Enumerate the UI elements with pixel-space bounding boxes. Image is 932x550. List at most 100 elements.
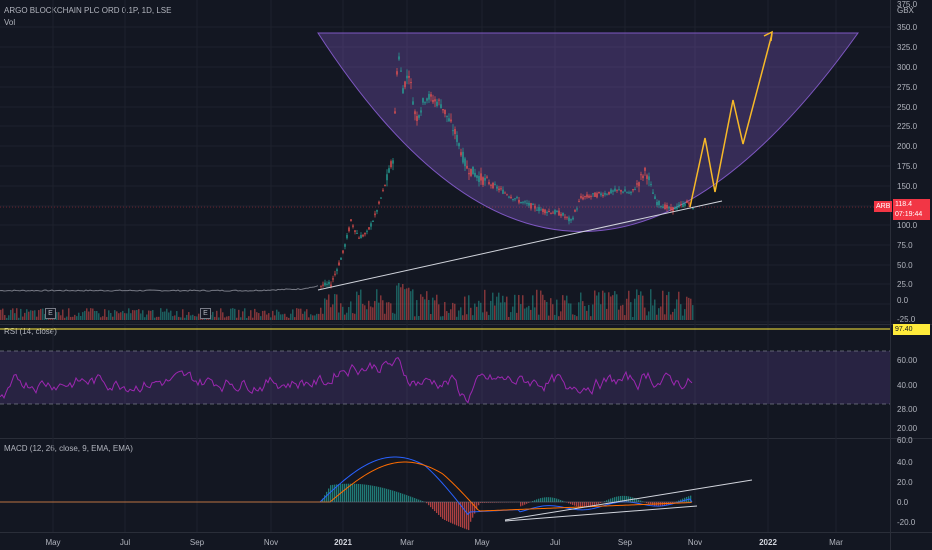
price-axis[interactable]: 375.0 GBX 350.0 325.0 300.0 275.0 250.0 225.0…: [890, 0, 932, 550]
candle: [416, 116, 418, 122]
volume-bar: [340, 303, 342, 320]
volume-bar: [402, 284, 404, 320]
volume-bar: [500, 302, 502, 320]
candle: [604, 193, 606, 195]
macd-histogram-bar: [456, 502, 458, 526]
volume-bar: [60, 315, 62, 320]
rsi-label[interactable]: RSI (14, close): [4, 327, 57, 336]
macd-histogram-bar: [502, 502, 504, 503]
volume-bar: [484, 289, 486, 320]
time-axis-label: May: [45, 538, 61, 547]
candle: [460, 152, 462, 156]
time-axis-label: Jul: [549, 538, 561, 547]
volume-bar: [478, 300, 480, 320]
volume-bar: [258, 313, 260, 320]
macd-histogram-bar: [540, 498, 542, 502]
macd-histogram-bar: [652, 502, 654, 506]
chart-title[interactable]: ARGO BLOCKCHAIN PLC ORD 0.1P, 1D, LSE: [4, 6, 172, 15]
macd-histogram-bar: [392, 490, 394, 502]
pane-separator-macd[interactable]: [0, 438, 932, 439]
macd-histogram-bar: [426, 502, 428, 504]
candle: [466, 165, 468, 169]
candle: [414, 111, 416, 115]
volume-bar: [82, 312, 84, 320]
volume-bar: [458, 310, 460, 320]
earnings-marker[interactable]: E: [200, 308, 211, 319]
volume-bar: [422, 296, 424, 320]
volume-label[interactable]: Vol: [4, 18, 16, 27]
candle: [630, 191, 632, 194]
time-axis-label: 2021: [334, 538, 352, 547]
volume-bar: [190, 315, 192, 320]
volume-bar: [522, 295, 524, 320]
candle: [350, 219, 352, 222]
volume-bar: [518, 294, 520, 320]
earnings-marker[interactable]: E: [45, 308, 56, 319]
candle: [508, 196, 510, 198]
pane-separator-rsi[interactable]: [0, 324, 932, 325]
price-tick: 25.0: [897, 280, 913, 289]
candle: [448, 118, 450, 122]
volume-bar: [88, 311, 90, 320]
rsi-line: [0, 357, 693, 404]
chart-canvas[interactable]: [0, 0, 890, 532]
macd-histogram-bar: [522, 502, 524, 506]
candle: [474, 172, 476, 177]
volume-bar: [316, 313, 318, 320]
volume-bar: [542, 294, 544, 320]
candle: [598, 191, 600, 194]
volume-bar: [358, 295, 360, 320]
macd-histogram-bar: [412, 497, 414, 502]
price-axis-top-label: 375.0: [897, 0, 918, 9]
volume-bar: [194, 316, 196, 320]
volume-bar: [570, 303, 572, 320]
volume-bar: [686, 296, 688, 320]
candle: [376, 210, 378, 212]
volume-bar: [240, 317, 242, 320]
rsi-tick: 28.00: [897, 405, 918, 414]
macd-histogram-bar: [600, 502, 602, 504]
candle: [410, 81, 412, 84]
volume-bar: [400, 287, 402, 320]
macd-histogram-bar: [578, 502, 580, 507]
volume-bar: [350, 301, 352, 320]
macd-histogram-bar: [490, 502, 492, 503]
candle: [572, 217, 574, 220]
candle: [584, 196, 586, 198]
candle: [400, 70, 402, 72]
volume-bar: [378, 302, 380, 320]
candle: [646, 175, 648, 179]
volume-bar: [280, 314, 282, 320]
macd-histogram-bar: [496, 502, 498, 503]
macd-histogram-bar: [618, 496, 620, 502]
volume-bar: [78, 312, 80, 320]
symbol-badge: ARB: [874, 201, 893, 212]
volume-bar: [690, 298, 692, 320]
macd-histogram-bar: [428, 502, 430, 506]
macd-histogram-bar: [556, 498, 558, 502]
candle: [672, 207, 674, 212]
volume-bar: [528, 305, 530, 320]
candle: [616, 189, 618, 191]
candle: [398, 56, 400, 60]
volume-bar: [2, 308, 4, 320]
candle: [360, 234, 362, 239]
volume-bar: [160, 308, 162, 320]
macd-histogram-bar: [376, 486, 378, 502]
macd-label[interactable]: MACD (12, 26, close, 9, EMA, EMA): [4, 444, 133, 453]
candle: [518, 199, 520, 203]
volume-bar: [212, 311, 214, 320]
volume-bar: [356, 291, 358, 320]
volume-bar: [104, 309, 106, 320]
macd-histogram-bar: [408, 495, 410, 502]
macd-histogram-bar: [682, 498, 684, 502]
candle: [442, 109, 444, 111]
candle: [618, 189, 620, 191]
candle: [626, 192, 628, 194]
macd-histogram-bar: [604, 501, 606, 502]
macd-histogram-bar: [528, 502, 530, 503]
candle: [692, 206, 694, 210]
volume-bar: [234, 308, 236, 320]
volume-bar: [620, 305, 622, 320]
volume-bar: [288, 317, 290, 320]
